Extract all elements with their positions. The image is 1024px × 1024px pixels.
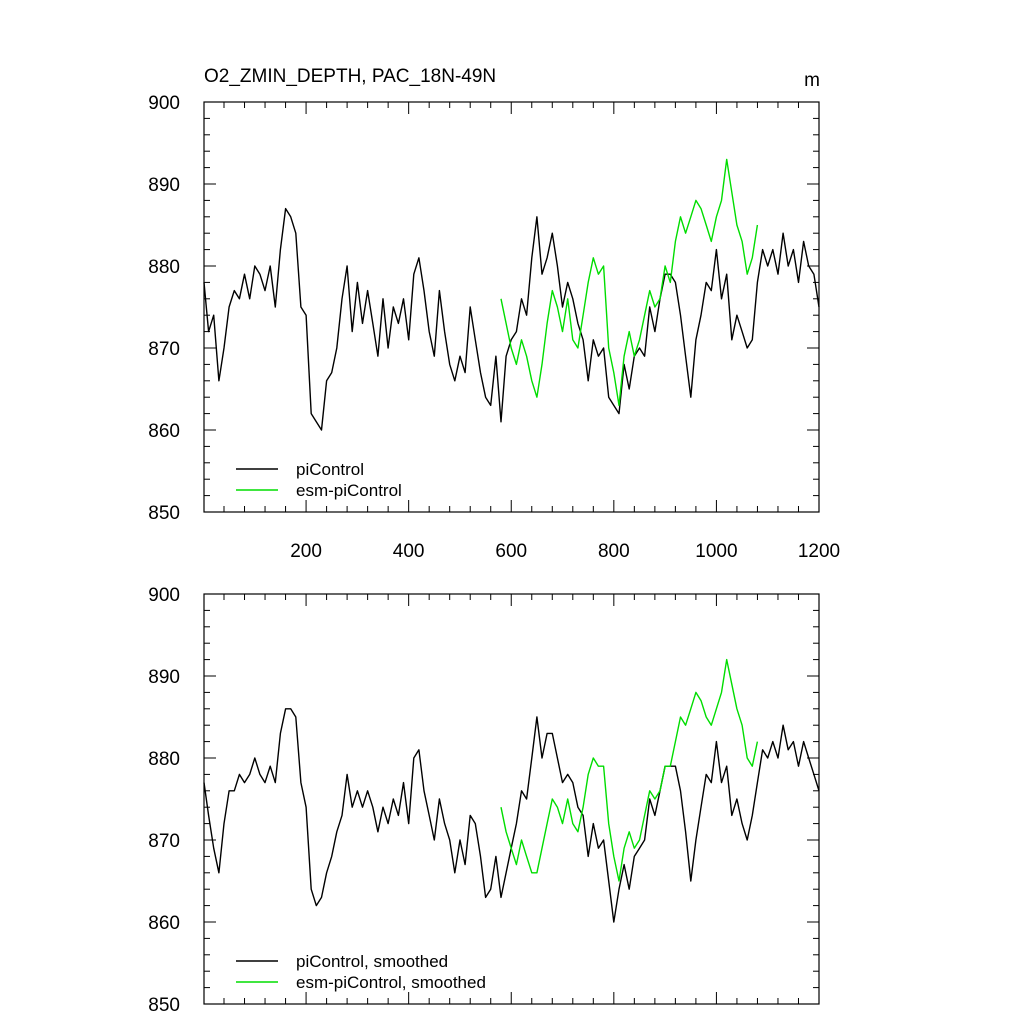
y-tick-label: 900 (148, 93, 180, 114)
y-tick-label: 890 (148, 175, 180, 196)
panel-top: 850 860 870 880 890 900 200 400 600 800 1000 1200 (148, 93, 840, 562)
x-tick-label: 800 (598, 541, 630, 562)
y-tick-label: 860 (148, 421, 180, 442)
y-tick-label: 880 (148, 257, 180, 278)
y-tick-label: 900 (148, 585, 180, 606)
legend-top: piControl esm-piControl (236, 460, 402, 500)
plot-frame (203, 593, 820, 1005)
y-tick-label: 890 (148, 667, 180, 688)
y-tick-label: 880 (148, 749, 180, 770)
legend-label-picontrol: piControl (296, 460, 364, 479)
y-tick-label: 850 (148, 503, 180, 524)
units-label: m (804, 70, 820, 91)
x-tick-label: 600 (495, 541, 527, 562)
legend-label-esm-picontrol-smoothed: esm-piControl, smoothed (296, 973, 486, 992)
x-tick-label: 1000 (695, 541, 737, 562)
series-line-picontrol (203, 207, 820, 431)
chart-title: O2_ZMIN_DEPTH, PAC_18N-49N (204, 66, 496, 87)
x-tick-label: 1200 (798, 541, 840, 562)
series-line-esm-picontrol-smoothed (500, 658, 759, 882)
legend-bottom: piControl, smoothed esm-piControl, smoot… (236, 952, 486, 992)
y-tick-label: 850 (148, 995, 180, 1016)
legend-label-esm-picontrol: esm-piControl (296, 481, 402, 500)
x-tick-label: 400 (393, 541, 425, 562)
y-tick-label: 860 (148, 913, 180, 934)
panel-bottom: 850 860 870 880 890 900 (148, 585, 820, 1016)
legend-label-picontrol-smoothed: piControl, smoothed (296, 952, 448, 971)
y-tick-label: 870 (148, 339, 180, 360)
series-line-picontrol-smoothed (203, 708, 820, 923)
series-line-esm-picontrol (500, 158, 759, 407)
y-tick-label: 870 (148, 831, 180, 852)
x-tick-label: 200 (290, 541, 322, 562)
